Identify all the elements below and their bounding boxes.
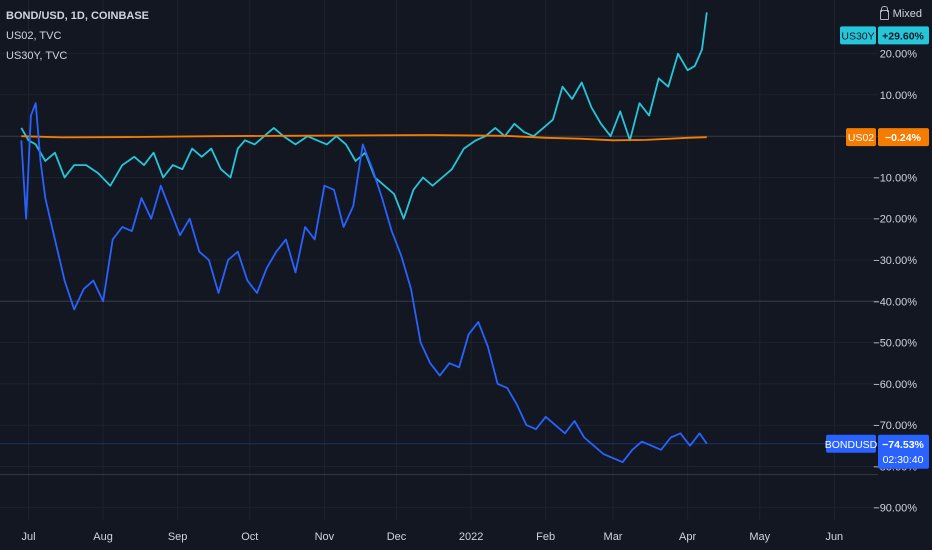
x-tick-label: Nov [315,531,335,543]
x-tick-label: Jun [825,531,843,543]
price-tag-us30y[interactable]: US30Y +29.60% [840,26,929,45]
tag-value-bg [878,26,929,45]
price-tags: US30Y +29.60% US02 −0.24% BONDUSD −74.53% 02:3… [825,26,929,469]
tag-label-bg [840,26,876,45]
x-tick-label: Feb [536,531,555,543]
lock-icon[interactable] [879,6,889,20]
series-line-us02[interactable] [21,134,707,142]
tag-value-bg [878,128,929,147]
y-tick-label: −40.00% [873,296,917,308]
y-tick-label: −70.00% [873,420,917,432]
x-tick-label: Dec [387,531,407,543]
legend: BOND/USD, 1D, COINBASE US02, TVC US30Y, … [6,6,149,66]
x-tick-label: Apr [679,531,696,543]
x-tick-label: 2022 [459,531,483,543]
scale-mode-control[interactable]: Mixed [879,6,922,20]
tag-series-label: US30Y [841,30,874,42]
tag-value: −74.53% [882,439,924,451]
y-tick-label: −50.00% [873,338,917,350]
x-axis[interactable]: Jul Aug Sep Oct Nov Dec 2022 Feb Mar Apr May Jun [21,531,843,543]
grid [0,0,878,520]
price-tag-us02[interactable]: US02 −0.24% [846,128,929,147]
series-line-bondusd[interactable] [20,102,708,464]
price-tag-bondusd[interactable]: BONDUSD −74.53% 02:30:40 [825,434,929,469]
tag-series-label: US02 [848,132,874,144]
y-tick-label: 20.00% [880,49,918,61]
legend-main-symbol[interactable]: BOND/USD, 1D, COINBASE [6,10,150,22]
plot-area [20,12,708,464]
tag-value: −0.24% [885,132,922,144]
y-tick-label: −90.00% [873,503,917,515]
tag-countdown: 02:30:40 [883,454,924,466]
tag-value: +29.60% [882,30,924,42]
price-axis-bg [878,0,932,520]
y-tick-label: −20.00% [873,214,917,226]
tag-value-bg [878,434,929,469]
x-tick-label: May [749,531,770,543]
price-lines [0,135,878,476]
tag-label-bg [846,128,876,147]
y-tick-label: −10.00% [873,172,917,184]
y-tick-label: −60.00% [873,379,917,391]
x-tick-label: Sep [168,531,188,543]
x-tick-label: Mar [604,531,623,543]
tag-series-label: BONDUSD [825,439,878,451]
x-tick-label: Aug [93,531,113,543]
x-tick-label: Oct [241,531,258,543]
legend-compare-us30y[interactable]: US30Y, TVC [6,50,68,62]
x-tick-label: Jul [21,531,35,543]
scale-mode-label: Mixed [892,8,922,20]
tag-label-bg [826,434,876,453]
legend-compare-us02[interactable]: US02, TVC [6,30,62,42]
y-tick-label: −30.00% [873,255,917,267]
y-tick-label: 10.00% [880,90,918,102]
